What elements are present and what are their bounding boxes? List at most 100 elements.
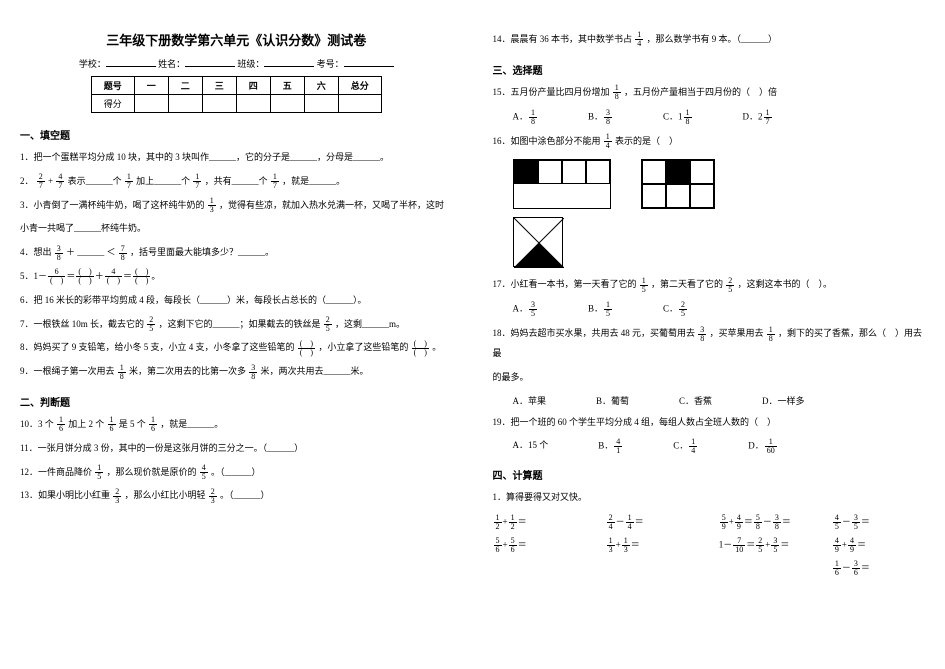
fraction: 15 bbox=[640, 277, 648, 294]
figure-a[interactable] bbox=[513, 159, 611, 209]
cell bbox=[538, 160, 562, 184]
fraction: 18 bbox=[118, 364, 126, 381]
q2: 2． 27 + 47 表示______个 17 加上______个 17 ，共有… bbox=[20, 172, 453, 192]
option-b[interactable]: B．41 bbox=[598, 438, 623, 455]
opt-label: C．1 bbox=[663, 111, 683, 121]
q7-text: 7．一根铁丝 10m 长，截去它的 bbox=[20, 319, 144, 329]
opt-label: D．2 bbox=[743, 111, 763, 121]
q2-text: 加上______个 bbox=[136, 176, 190, 186]
calc-item: 13+13＝ bbox=[606, 537, 699, 554]
figure-c[interactable] bbox=[513, 217, 563, 267]
q3-text: 3．小青倒了一满杯纯牛奶，喝了这杯纯牛奶的 bbox=[20, 200, 205, 210]
name-blank bbox=[185, 57, 235, 67]
class-label: 班级： bbox=[237, 59, 264, 69]
fraction: 16 bbox=[57, 416, 65, 433]
q3: 3．小青倒了一满杯纯牛奶，喝了这杯纯牛奶的 13 ，觉得有些凉，就加入热水兑满一… bbox=[20, 196, 453, 216]
q9: 9．一根绳子第一次用去 18 米，第二次用去的比第一次多 38 米，两次共用去_… bbox=[20, 362, 453, 382]
option-d[interactable]: D．160 bbox=[748, 438, 778, 455]
q17: 17．小红看一本书，第一天看了它的 15 ，第二天看了它的 25 ，这剩这本书的… bbox=[493, 275, 926, 295]
q14: 14．晨晨有 36 本书，其中数学书占 14 ，那么数学书有 9 本。（____… bbox=[493, 30, 926, 50]
fraction: 18 bbox=[529, 109, 537, 126]
q12-text: 。（______） bbox=[211, 467, 261, 477]
fraction: 18 bbox=[613, 84, 621, 101]
q2-text: ，就是______。 bbox=[282, 176, 345, 186]
option-a[interactable]: A．18 bbox=[513, 109, 539, 126]
option-a[interactable]: A．35 bbox=[513, 301, 539, 318]
q4-text: 4．想出 bbox=[20, 247, 52, 257]
q8-text: 8．妈妈买了 9 支铅笔，给小冬 5 支，小立 4 支，小冬拿了这些铅笔的 bbox=[20, 342, 295, 352]
option-a[interactable]: A．苹果 bbox=[513, 394, 547, 407]
table-header: 题号 bbox=[91, 77, 134, 95]
q16-text: 16．如图中涂色部分不能用 bbox=[493, 136, 601, 146]
table-header: 总分 bbox=[338, 77, 381, 95]
fraction: 14 bbox=[689, 438, 697, 455]
option-c[interactable]: C．25 bbox=[663, 301, 688, 318]
q14-text: ，那么数学书有 9 本。（______） bbox=[647, 34, 778, 44]
q5: 5．1－6( )＝( )( )＋4( )＝( )( )。 bbox=[20, 267, 453, 287]
section-choice: 三、选择题 bbox=[493, 62, 926, 77]
fraction: 38 bbox=[249, 364, 257, 381]
calc-title: 1．算得要得又对又快。 bbox=[493, 488, 926, 508]
table-cell bbox=[168, 95, 202, 113]
opt-label: C． bbox=[673, 441, 688, 451]
opt-label: D． bbox=[748, 441, 764, 451]
fraction: 45 bbox=[200, 464, 208, 481]
table-cell bbox=[134, 95, 168, 113]
fraction: 14 bbox=[604, 133, 612, 150]
q15: 15．五月份产量比四月份增加 18 ，五月份产量相当于四月份的（ ）倍 bbox=[493, 83, 926, 103]
fraction: 38 bbox=[698, 326, 706, 343]
q14-text: 14．晨晨有 36 本书，其中数学书占 bbox=[493, 34, 633, 44]
option-d[interactable]: D．217 bbox=[743, 109, 773, 126]
fraction: 38 bbox=[604, 109, 612, 126]
q19-options: A．15 个 B．41 C．14 D．160 bbox=[513, 438, 926, 455]
calc-item: 49+49＝ bbox=[832, 537, 925, 554]
fraction: 15 bbox=[95, 464, 103, 481]
option-b[interactable]: B．15 bbox=[588, 301, 613, 318]
fraction: ( )( ) bbox=[133, 268, 150, 285]
option-d[interactable]: D．一样多 bbox=[762, 394, 805, 407]
q12-text: ，那么现价就是原价的 bbox=[107, 467, 197, 477]
q16-text: 表示的是（ ） bbox=[615, 136, 678, 146]
option-a[interactable]: A．15 个 bbox=[513, 438, 549, 455]
option-c[interactable]: C．14 bbox=[673, 438, 698, 455]
fraction: 15 bbox=[604, 301, 612, 318]
table-cell bbox=[270, 95, 304, 113]
fraction: 17 bbox=[193, 173, 201, 190]
fraction: 25 bbox=[726, 277, 734, 294]
q15-options: A．18 B．38 C．118 D．217 bbox=[513, 109, 926, 126]
option-c[interactable]: C．香蕉 bbox=[679, 394, 712, 407]
name-label: 姓名： bbox=[158, 59, 185, 69]
fraction: 35 bbox=[529, 301, 537, 318]
fraction: 14 bbox=[635, 31, 643, 48]
fraction: 25 bbox=[147, 316, 155, 333]
fraction: 47 bbox=[56, 173, 64, 190]
option-b[interactable]: B．38 bbox=[588, 109, 613, 126]
table-header: 六 bbox=[304, 77, 338, 95]
table-cell bbox=[304, 95, 338, 113]
q10-text: 是 5 个 bbox=[119, 419, 146, 429]
q7: 7．一根铁丝 10m 长，截去它的 25 ，这剩下它的______；如果截去的铁… bbox=[20, 315, 453, 335]
figure-b[interactable] bbox=[641, 159, 715, 209]
q4-text: ＋ ______ ＜ bbox=[66, 247, 116, 257]
q13-text: ，那么小红比小明轻 bbox=[125, 490, 206, 500]
q1: 1．把一个蛋糕平均分成 10 块，其中的 3 块叫作______，它的分子是__… bbox=[20, 148, 453, 168]
q17-options: A．35 B．15 C．25 bbox=[513, 301, 926, 318]
q19: 19．把一个班的 60 个学生平均分成 4 组，每组人数占全班人数的（ ） bbox=[493, 413, 926, 433]
q15-text: ，五月份产量相当于四月份的（ ）倍 bbox=[624, 87, 777, 97]
q17-text: 17．小红看一本书，第一天看了它的 bbox=[493, 279, 637, 289]
calc-grid: 12+12＝ 24－14＝ 59+49＝58－38＝ 45－35＝ 56+56＝… bbox=[493, 514, 926, 577]
option-c[interactable]: C．118 bbox=[663, 109, 693, 126]
fraction: ( )( ) bbox=[76, 268, 93, 285]
fraction: 6( ) bbox=[48, 268, 65, 285]
q15-text: 15．五月份产量比四月份增加 bbox=[493, 87, 610, 97]
q2-text: 2． bbox=[20, 176, 34, 186]
calc-item: 12+12＝ bbox=[493, 514, 586, 531]
table-header: 五 bbox=[270, 77, 304, 95]
calc-item: 45－35＝ bbox=[832, 514, 925, 531]
cell bbox=[586, 160, 610, 184]
exam-no-blank bbox=[344, 57, 394, 67]
q8: 8．妈妈买了 9 支铅笔，给小冬 5 支，小立 4 支，小冬拿了这些铅笔的 ( … bbox=[20, 338, 453, 358]
opt-label: A． bbox=[513, 111, 529, 121]
class-blank bbox=[264, 57, 314, 67]
option-b[interactable]: B．葡萄 bbox=[596, 394, 629, 407]
